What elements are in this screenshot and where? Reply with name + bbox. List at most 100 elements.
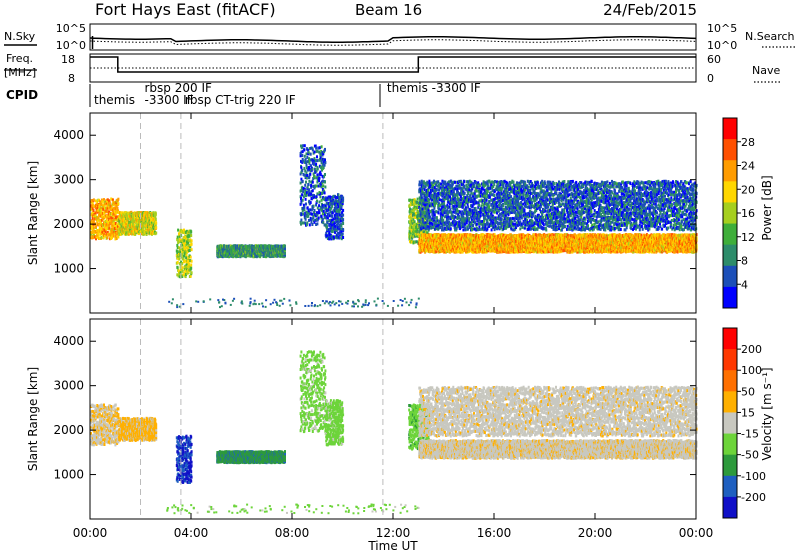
heatmap-cell xyxy=(310,201,312,204)
heatmap-cell xyxy=(327,216,329,219)
heatmap-cell xyxy=(324,148,326,151)
heatmap-cell xyxy=(303,167,305,170)
nave-label: Nave xyxy=(752,64,780,77)
heatmap-cell xyxy=(319,201,321,204)
heatmap-cell xyxy=(186,253,188,256)
heatmap-cell xyxy=(305,194,307,197)
heatmap-cell xyxy=(319,211,321,214)
heatmap-cell xyxy=(342,197,344,200)
heatmap-cell xyxy=(304,144,306,147)
heatmap-cell xyxy=(324,191,326,194)
heatmap-cell xyxy=(318,217,320,220)
heatmap-cell xyxy=(313,205,315,208)
date-label: 24/Feb/2015 xyxy=(603,1,697,19)
heatmap-cell xyxy=(310,184,312,187)
heatmap-cell xyxy=(309,223,311,226)
heatmap-cell xyxy=(322,185,324,188)
heatmap-cell xyxy=(190,256,192,259)
heatmap-cell xyxy=(117,207,119,210)
nsky-right-tick-top: 10^5 xyxy=(707,22,737,35)
heatmap-cell xyxy=(93,198,95,201)
heatmap-cell xyxy=(305,198,307,201)
heatmap-cell xyxy=(300,166,302,169)
heatmap-cell xyxy=(191,243,193,246)
heatmap-cell xyxy=(305,181,307,184)
heatmap-cell xyxy=(310,153,312,156)
heatmap-cell xyxy=(155,222,157,225)
heatmap-cell xyxy=(191,260,193,263)
heatmap-cell xyxy=(117,236,119,239)
heatmap-cell xyxy=(191,239,193,242)
heatmap-cell xyxy=(331,215,333,218)
heatmap-cell xyxy=(304,184,306,187)
heatmap-cell xyxy=(324,181,326,184)
heatmap-cell xyxy=(319,195,321,198)
heatmap-cell xyxy=(93,209,95,212)
heatmap-cell xyxy=(106,236,108,239)
heatmap-cell xyxy=(342,236,344,239)
nsky-left-tick-bottom: 10^0 xyxy=(56,39,86,52)
heatmap-cell xyxy=(303,195,305,198)
heatmap-cell xyxy=(177,229,179,232)
heatmap-cell xyxy=(314,151,316,154)
heatmap-cell xyxy=(331,205,333,208)
heatmap-cell xyxy=(311,223,313,226)
heatmap-cell xyxy=(315,147,317,150)
heatmap-cell xyxy=(284,245,286,248)
heatmap-cell xyxy=(155,232,157,235)
heatmap-cell xyxy=(177,261,179,264)
heatmap-cell xyxy=(314,209,316,212)
cpid-segment: themis -3300 IF xyxy=(387,81,481,95)
heatmap-cell xyxy=(301,154,303,157)
heatmap-cell xyxy=(117,198,119,201)
nave-tick-top: 60 xyxy=(707,53,721,66)
cpid-label: CPID xyxy=(6,88,38,102)
heatmap-cell xyxy=(305,218,307,221)
heatmap-cell xyxy=(316,195,318,198)
nave-tick-bottom: 0 xyxy=(707,72,714,85)
heatmap-cell xyxy=(308,188,310,191)
heatmap-cell xyxy=(117,202,119,205)
heatmap-cell xyxy=(342,232,344,235)
heatmap-cell xyxy=(284,252,286,255)
cpid-segment: themis xyxy=(94,93,135,107)
heatmap-cell xyxy=(300,219,302,222)
heatmap-cell xyxy=(314,175,316,178)
heatmap-cell xyxy=(302,199,304,202)
heatmap-cell xyxy=(316,173,318,176)
heatmap-cell xyxy=(189,249,191,252)
nsearch-label: N.Search xyxy=(745,30,795,43)
heatmap-cell xyxy=(301,169,303,172)
heatmap-cell xyxy=(177,266,179,269)
heatmap-cell xyxy=(324,161,326,164)
heatmap-cell xyxy=(324,186,326,189)
heatmap-cell xyxy=(181,266,183,269)
heatmap-cell xyxy=(308,183,310,186)
heatmap-cell xyxy=(190,230,192,233)
heatmap-cell xyxy=(316,192,318,195)
heatmap-cell xyxy=(318,179,320,182)
heatmap-cell xyxy=(315,163,317,166)
heatmap-cell xyxy=(305,203,307,206)
heatmap-cell xyxy=(155,212,157,215)
heatmap-cell xyxy=(101,236,103,239)
heatmap-cell xyxy=(324,164,326,167)
freq-label-line1: Freq. xyxy=(6,52,33,65)
radar-title: Fort Hays East (fitACF) xyxy=(95,0,276,19)
heatmap-cell xyxy=(339,236,341,239)
heatmap-cell xyxy=(322,218,324,221)
heatmap-cell xyxy=(306,171,308,174)
heatmap-cell xyxy=(417,198,419,201)
heatmap-cell xyxy=(303,206,305,209)
heatmap-cell xyxy=(191,271,193,274)
heatmap-cell xyxy=(191,248,193,251)
freq-label-line2: [MHz] xyxy=(4,66,36,79)
heatmap-cell xyxy=(317,168,319,171)
heatmap-cell xyxy=(303,149,305,152)
heatmap-cell xyxy=(342,209,344,212)
heatmap-cell xyxy=(308,180,310,183)
